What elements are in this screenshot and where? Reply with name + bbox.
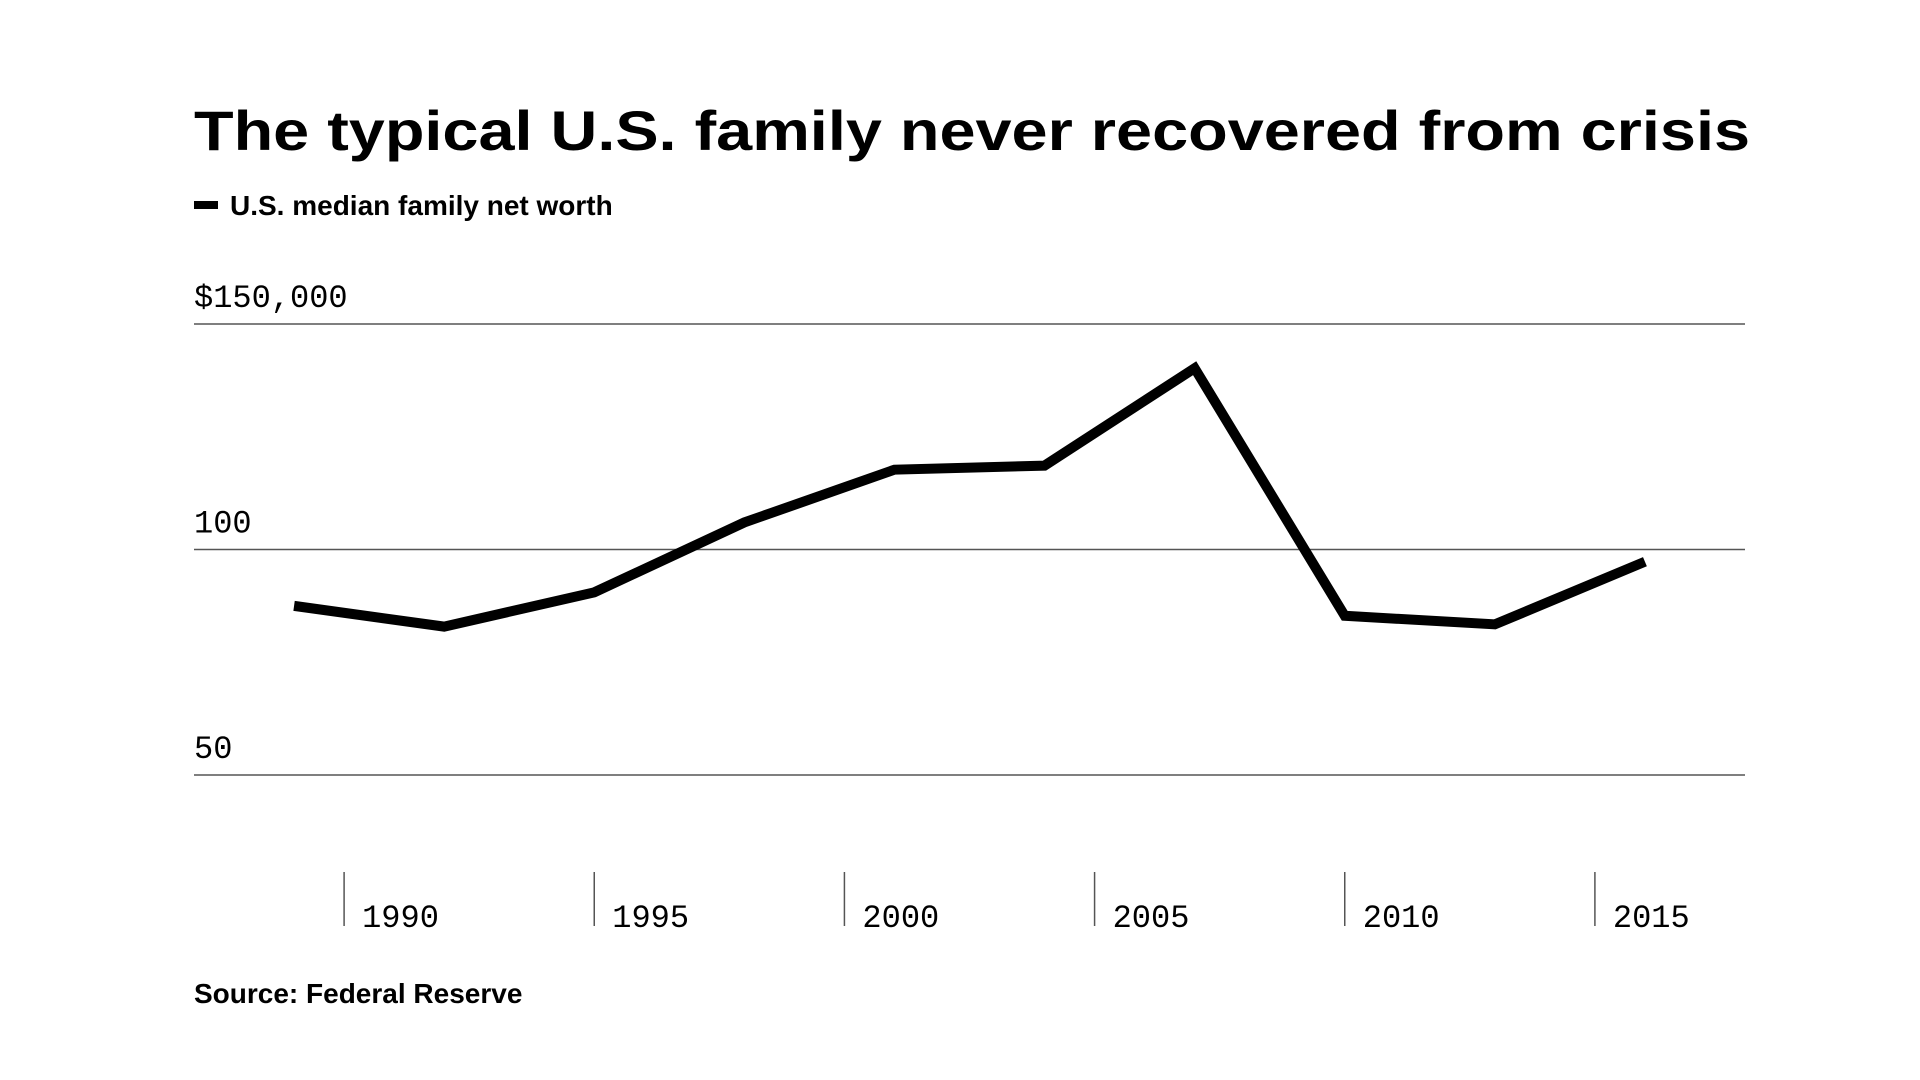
data-line bbox=[293, 361, 1647, 632]
legend-label: U.S. median family net worth bbox=[230, 190, 613, 221]
chart-title: The typical U.S. family never recovered … bbox=[194, 99, 1750, 162]
y-tick-label: 100 bbox=[194, 506, 252, 543]
x-tick-label: 2000 bbox=[862, 900, 939, 937]
x-tick-label: 1995 bbox=[612, 900, 689, 937]
y-tick-label: $150,000 bbox=[194, 280, 348, 317]
legend-swatch bbox=[194, 201, 218, 209]
x-tick-label: 2010 bbox=[1363, 900, 1440, 937]
x-tick-label: 1990 bbox=[362, 900, 439, 937]
source: Source: Federal Reserve bbox=[194, 978, 522, 1009]
x-tick-label: 2015 bbox=[1613, 900, 1690, 937]
y-tick-label: 50 bbox=[194, 731, 232, 768]
x-tick-label: 2005 bbox=[1113, 900, 1190, 937]
